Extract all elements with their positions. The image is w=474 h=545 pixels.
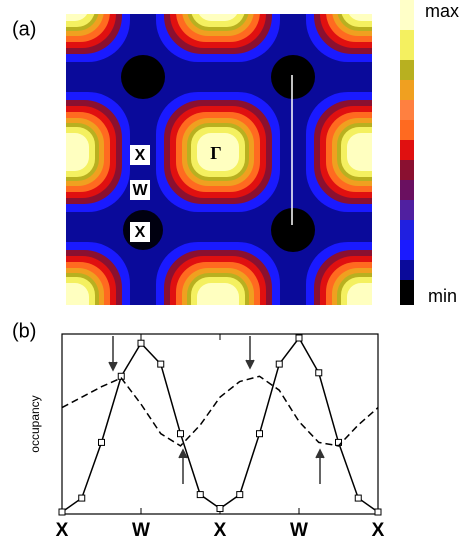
y-axis-label: occupancy (28, 395, 42, 452)
marker (275, 360, 283, 368)
marker (196, 491, 204, 499)
gamma-label: Γ (210, 143, 221, 163)
point-box (130, 222, 150, 242)
heatmap (66, 14, 372, 305)
colorbar-min: min (428, 286, 457, 306)
colorbar-max: max (425, 1, 459, 21)
x-tick-label: W (290, 520, 308, 541)
point-label: X (135, 224, 146, 241)
colorbar (400, 0, 414, 305)
marker (157, 360, 165, 368)
marker (315, 369, 323, 377)
series-line (61, 375, 379, 447)
marker (58, 508, 66, 516)
panel-label: (b) (12, 320, 36, 342)
point-box (130, 145, 150, 165)
marker (98, 438, 105, 446)
marker (374, 508, 382, 516)
marker (117, 372, 125, 380)
marker (354, 494, 362, 502)
marker (177, 430, 184, 438)
x-tick-label: W (132, 520, 150, 541)
marker (236, 491, 244, 499)
marker (256, 430, 263, 438)
point-box (130, 180, 150, 200)
panel-label: (a) (12, 18, 36, 40)
point-label: X (135, 147, 146, 164)
arrows (108, 336, 325, 484)
x-tick-label: X (372, 520, 385, 541)
marker (295, 334, 303, 342)
plot-frame (61, 333, 379, 515)
marker (78, 494, 86, 502)
marker (216, 505, 224, 513)
x-tick-label: X (56, 520, 69, 541)
marker (137, 339, 145, 347)
x-tick-label: X (214, 520, 227, 541)
point-label: W (132, 182, 148, 199)
